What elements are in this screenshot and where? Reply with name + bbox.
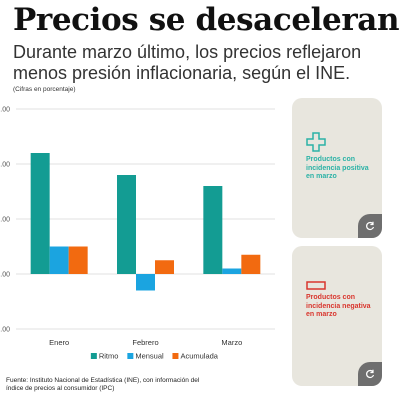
bar-chart: 3.00 2.00 1.00 0.00 -1.00 Enero Febrero Marzo Ri… <box>0 107 275 361</box>
bar-mensual-enero <box>49 246 69 274</box>
negative-products-label: Productos con incidencia negativa en mar… <box>306 294 371 318</box>
subtitle-line-1: Durante marzo último, los precios reflej… <box>13 42 362 62</box>
legend-swatch-acumulada <box>172 353 179 359</box>
bar-mensual-febrero <box>136 274 155 291</box>
bar-mensual-marzo <box>222 268 242 274</box>
bar-acumulada-febrero <box>155 260 174 274</box>
y-tick-label: 2.00 <box>0 162 10 169</box>
x-tick-label: Marzo <box>221 338 242 347</box>
bar-acumulada-enero <box>68 246 88 274</box>
y-tick-label: 0.00 <box>0 272 10 279</box>
rotate-icon <box>366 369 375 379</box>
chart-title: Precios se desaceleran <box>13 2 400 38</box>
plus-icon <box>306 132 326 157</box>
subtitle-line-2: menos presión inflacionaria, según el IN… <box>13 63 351 83</box>
bar-ritmo-febrero <box>117 175 136 274</box>
legend-label-ritmo: Ritmo <box>99 352 119 361</box>
bar-ritmo-enero <box>30 153 50 274</box>
positive-card-flip-button[interactable] <box>358 214 382 238</box>
x-tick-label: Febrero <box>132 338 158 347</box>
negative-products-card[interactable]: Productos con incidencia negativa en mar… <box>292 246 382 386</box>
legend-swatch-ritmo <box>90 353 97 359</box>
bar-ritmo-marzo <box>203 186 223 274</box>
y-tick-label: -1.00 <box>0 327 10 334</box>
positive-products-card[interactable]: Productos con incidencia positiva en mar… <box>292 98 382 238</box>
y-tick-label: 3.00 <box>0 107 10 114</box>
minus-icon <box>306 278 326 296</box>
rotate-icon <box>366 221 375 231</box>
unit-note: (Cifras en porcentaje) <box>13 86 76 93</box>
legend-swatch-mensual <box>127 353 134 359</box>
negative-card-flip-button[interactable] <box>358 362 382 386</box>
positive-products-label: Productos con incidencia positiva en mar… <box>306 156 369 180</box>
x-tick-label: Enero <box>49 338 69 347</box>
y-tick-label: 1.00 <box>0 217 10 224</box>
source-note: Fuente: Instituto Nacional de Estadístic… <box>6 377 200 392</box>
bar-acumulada-marzo <box>241 254 261 274</box>
legend-label-acumulada: Acumulada <box>180 352 218 361</box>
legend-label-mensual: Mensual <box>135 352 164 361</box>
chart-subtitle: Durante marzo último, los precios reflej… <box>13 42 393 84</box>
